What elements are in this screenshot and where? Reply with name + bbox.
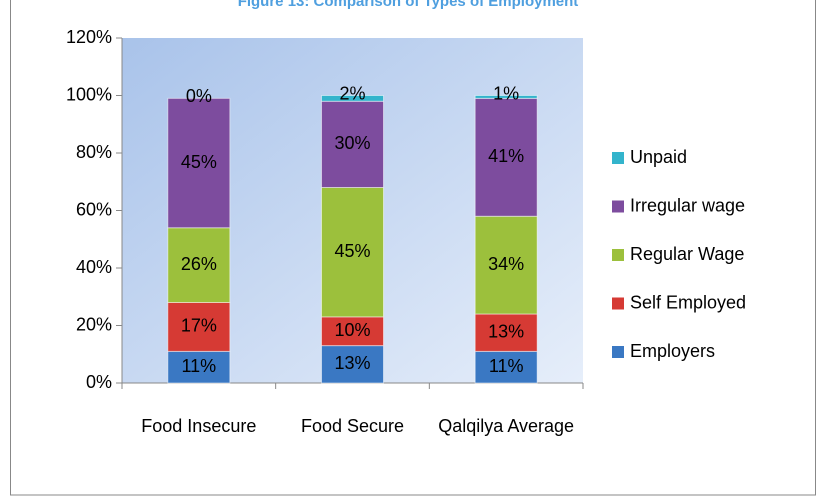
- bar-segment: [474, 313, 538, 352]
- legend-label: Employers: [630, 341, 715, 361]
- y-tick-label: 100%: [66, 84, 112, 104]
- value-label: 1%: [493, 83, 519, 103]
- y-tick-label: 40%: [76, 257, 112, 277]
- x-tick-label: Qalqilya Average: [438, 416, 574, 436]
- value-label: 45%: [181, 152, 217, 172]
- bar-segment: [321, 95, 384, 102]
- y-tick-label: 120%: [66, 27, 112, 47]
- chart-title: Figure 13: Comparison of Types of Employ…: [238, 0, 579, 10]
- value-label: 41%: [488, 146, 524, 166]
- value-label: 2%: [339, 83, 365, 103]
- value-label: 13%: [488, 321, 524, 341]
- legend-swatch: [612, 249, 624, 261]
- legend-swatch: [612, 200, 624, 213]
- value-label: 10%: [334, 320, 370, 340]
- legend-swatch: [612, 152, 624, 164]
- y-tick-label: 60%: [76, 199, 112, 219]
- legend-label: Unpaid: [630, 147, 687, 167]
- value-label: 34%: [488, 254, 524, 274]
- value-label: 17%: [181, 316, 217, 336]
- y-tick-label: 80%: [76, 142, 112, 162]
- legend-label: Regular Wage: [630, 244, 744, 264]
- value-label: 11%: [181, 356, 216, 376]
- value-label: 30%: [334, 133, 370, 153]
- bar-segment: [474, 215, 538, 315]
- y-tick-label: 20%: [76, 314, 112, 334]
- legend-label: Irregular wage: [630, 195, 745, 215]
- bar-segment: [167, 97, 231, 229]
- legend-swatch: [612, 297, 624, 310]
- x-tick-label: Food Secure: [301, 416, 404, 436]
- value-label: 0%: [186, 86, 212, 106]
- bar-segment: [321, 100, 384, 188]
- bar-segment: [474, 97, 538, 217]
- value-label: 26%: [181, 254, 217, 274]
- legend-swatch: [612, 346, 624, 358]
- y-tick-label: 0%: [86, 372, 112, 392]
- bar-segment: [474, 95, 538, 99]
- value-label: 11%: [489, 356, 524, 376]
- bar-segment: [321, 316, 384, 347]
- value-label: 13%: [334, 353, 370, 373]
- legend-label: Self Employed: [630, 292, 746, 312]
- x-tick-label: Food Insecure: [141, 416, 256, 436]
- bar-segment: [167, 302, 231, 352]
- value-label: 45%: [334, 241, 370, 261]
- bar-segment: [167, 350, 231, 384]
- bar-segment: [321, 187, 384, 318]
- bar-segment: [321, 345, 384, 384]
- bar-segment: [167, 227, 231, 303]
